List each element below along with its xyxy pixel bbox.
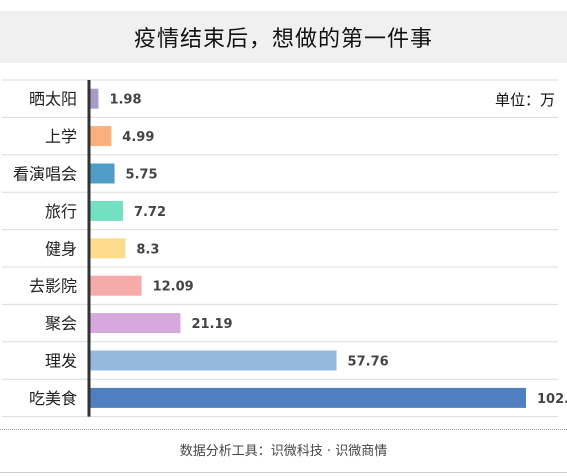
category-label: 吃美食	[29, 389, 77, 408]
value-label: 102.15	[537, 392, 567, 407]
value-label: 4.99	[122, 130, 154, 145]
bar-chart: 晒太阳 1.98 上学 4.99 看演唱会 5.75 旅行 7.72 健身 8.3 去影院 12.09…	[2, 79, 567, 418]
footer-source: 数据分析工具：识微科技 · 识微商情	[179, 444, 388, 459]
bar	[90, 163, 115, 184]
value-label: 1.98	[109, 93, 141, 108]
bottom-divider	[0, 472, 567, 473]
bar	[90, 126, 112, 147]
bar	[90, 200, 123, 221]
chart-title: 疫情结束后，想做的第一件事	[133, 27, 433, 52]
bar	[90, 387, 527, 408]
category-label: 去影院	[29, 277, 77, 296]
value-label: 21.19	[191, 317, 232, 332]
bar	[90, 238, 126, 259]
value-label: 57.76	[348, 355, 389, 370]
title-bar: 疫情结束后，想做的第一件事	[0, 11, 567, 63]
category-label: 看演唱会	[13, 165, 77, 184]
category-label: 聚会	[45, 314, 77, 333]
value-label: 7.72	[134, 205, 166, 220]
unit-label: 单位：万	[494, 91, 555, 109]
category-label: 晒太阳	[29, 90, 77, 109]
footer-divider	[0, 429, 567, 430]
value-label: 12.09	[153, 280, 194, 295]
category-label: 健身	[45, 239, 77, 258]
category-label: 理发	[45, 352, 77, 371]
bar	[90, 350, 337, 371]
bar	[90, 313, 181, 334]
value-label: 5.75	[126, 168, 158, 183]
bar	[90, 88, 99, 109]
category-label: 旅行	[45, 202, 77, 221]
category-label: 上学	[45, 127, 77, 146]
bar	[90, 275, 142, 296]
value-label: 8.3	[136, 242, 159, 257]
